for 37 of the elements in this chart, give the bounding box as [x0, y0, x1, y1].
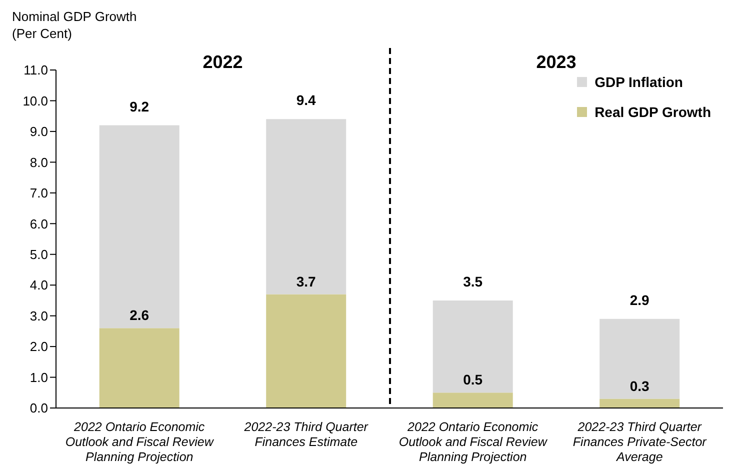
y-tick-label: 0.0 [30, 400, 48, 416]
x-tick-label: 2022-23 Third Quarter Finances Estimate [243, 420, 369, 449]
y-axis-title: Nominal GDP Growth (Per Cent) [12, 8, 137, 42]
bar [266, 294, 346, 408]
total-label: 9.4 [296, 92, 316, 108]
bar [600, 398, 680, 408]
data-label: 0.5 [463, 372, 483, 388]
bar [432, 392, 513, 408]
x-tick-label: 2022 Ontario Economic Outlook and Fiscal Review Planning Projection [65, 420, 214, 464]
data-label: 2.6 [130, 307, 150, 324]
bar [99, 125, 180, 328]
annotation: 2023 [535, 52, 578, 73]
y-tick-label: 9.0 [30, 124, 48, 140]
y-tick-label: 3.0 [30, 308, 48, 324]
bar [99, 328, 180, 408]
y-tick-label: 4.0 [30, 278, 48, 293]
y-tick-label: 1.0 [30, 370, 48, 385]
total-label: 3.5 [463, 273, 483, 290]
total-label: 9.2 [130, 98, 150, 114]
y-tick-label: 6.0 [30, 216, 48, 232]
bar [266, 119, 346, 294]
legend-label: Real GDP Growth [594, 104, 711, 120]
legend-label: GDP Inflation [594, 74, 683, 90]
total-label: 2.9 [630, 292, 650, 308]
y-tick-label: 5.0 [30, 246, 48, 262]
data-label: 0.3 [630, 378, 650, 394]
annotation: 2022 [202, 52, 244, 73]
x-tick-label: 2022-23 Third Quarter Finances Private-Sector Average [572, 420, 708, 464]
y-tick-label: 10.0 [22, 93, 48, 108]
y-tick-label: 2.0 [30, 339, 48, 354]
y-tick-label: 7.0 [30, 186, 48, 201]
bar [432, 300, 513, 393]
y-tick-label: 8.0 [30, 154, 48, 170]
bar [600, 318, 680, 399]
y-tick-label: 11.0 [24, 62, 48, 78]
x-tick-label: 2022 Ontario Economic Outlook and Fiscal Review Planning Projection [398, 420, 548, 464]
data-label: 3.7 [296, 273, 316, 290]
